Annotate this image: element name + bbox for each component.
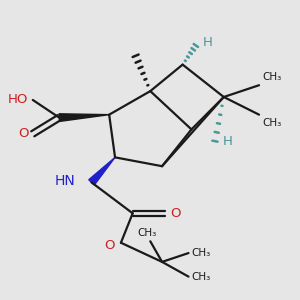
Text: O: O: [170, 207, 181, 220]
Polygon shape: [59, 114, 109, 122]
Text: CH₃: CH₃: [262, 118, 281, 128]
Polygon shape: [89, 158, 115, 185]
Text: O: O: [104, 239, 115, 252]
Text: CH₃: CH₃: [138, 228, 157, 238]
Text: O: O: [18, 127, 28, 140]
Text: CH₃: CH₃: [262, 72, 281, 82]
Text: H: H: [222, 135, 232, 148]
Text: HN: HN: [55, 174, 75, 188]
Text: H: H: [203, 36, 213, 49]
Text: HO: HO: [8, 93, 28, 106]
Text: CH₃: CH₃: [191, 272, 211, 282]
Text: CH₃: CH₃: [191, 248, 211, 258]
